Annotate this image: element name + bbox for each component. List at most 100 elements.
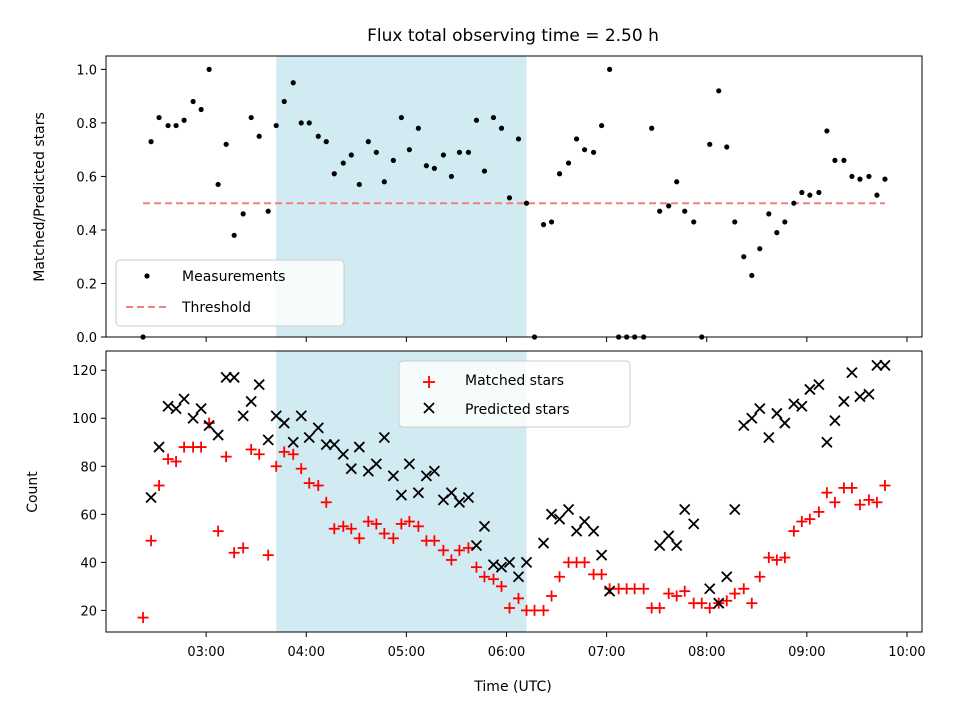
bottom-legend-box bbox=[398, 360, 631, 428]
y-tick-label: 0.6 bbox=[76, 170, 97, 185]
predicted-star-point bbox=[487, 559, 500, 571]
matched-star-point bbox=[538, 604, 550, 616]
matched-star-point bbox=[554, 571, 566, 583]
measurement-point bbox=[607, 66, 613, 72]
measurement-point bbox=[866, 173, 872, 180]
matched-star-point bbox=[195, 441, 207, 453]
matched-star-point bbox=[821, 487, 833, 499]
predicted-star-point bbox=[445, 487, 458, 499]
measurement-point bbox=[782, 219, 788, 225]
matched-star-point bbox=[437, 544, 449, 556]
measurement-point bbox=[306, 120, 312, 126]
predicted-star-point bbox=[545, 508, 558, 520]
y-tick-label: 20 bbox=[80, 604, 97, 619]
predicted-star-point bbox=[245, 395, 257, 408]
measurement-point bbox=[741, 254, 747, 260]
matched-star-point bbox=[863, 494, 875, 506]
measurement-point bbox=[691, 219, 697, 225]
measurement-point bbox=[841, 157, 847, 163]
measurement-point bbox=[448, 173, 455, 180]
measurement-point bbox=[356, 181, 362, 188]
matched-star-point bbox=[337, 520, 349, 532]
matched-star-point bbox=[253, 448, 265, 460]
predicted-star-point bbox=[796, 400, 808, 412]
matched-star-point bbox=[721, 595, 733, 607]
matched-star-point bbox=[395, 518, 407, 530]
measurement-point bbox=[415, 125, 421, 131]
matched-star-point bbox=[854, 499, 866, 511]
matched-star-point bbox=[871, 496, 883, 508]
matched-star-point bbox=[462, 542, 474, 554]
predicted-star-point bbox=[320, 439, 332, 451]
predicted-star-point bbox=[328, 439, 340, 451]
legend-marker-predicted-stars bbox=[423, 402, 435, 414]
matched-star-point bbox=[445, 554, 457, 566]
matched-star-point bbox=[663, 588, 675, 600]
predicted-star-point bbox=[871, 359, 883, 372]
matched-star-point bbox=[546, 590, 558, 602]
measurement-point bbox=[256, 133, 262, 139]
top-legend-box bbox=[115, 259, 345, 327]
matched-star-point bbox=[170, 455, 182, 467]
matched-star-point bbox=[470, 561, 482, 573]
matched-star-point bbox=[212, 525, 224, 537]
bottom-y-axis: 20 40 60 80 100 120 bbox=[72, 364, 106, 619]
matched-star-point bbox=[638, 583, 650, 595]
matched-star-point bbox=[428, 535, 440, 547]
predicted-star-point bbox=[553, 513, 566, 525]
x-tick-label: 03:00 bbox=[187, 645, 224, 660]
measurement-point bbox=[198, 106, 204, 113]
matched-star-point bbox=[738, 583, 750, 595]
predicted-star-point bbox=[228, 371, 240, 384]
measurement-point bbox=[173, 122, 179, 129]
predicted-star-point bbox=[512, 571, 525, 583]
measurement-point bbox=[807, 192, 813, 198]
matched-star-point bbox=[228, 547, 240, 559]
measurement-point bbox=[456, 149, 463, 155]
x-tick-label: 09:00 bbox=[788, 645, 825, 660]
matched-star-point bbox=[287, 448, 299, 460]
measurement-point bbox=[649, 125, 655, 131]
matched-star-point bbox=[312, 479, 324, 491]
measurement-point bbox=[682, 208, 688, 214]
measurement-point bbox=[481, 168, 488, 174]
measurement-point bbox=[473, 117, 480, 123]
predicted-star-point bbox=[412, 487, 425, 499]
measurement-point bbox=[298, 120, 304, 126]
measurement-point bbox=[724, 144, 730, 150]
legend-label-predicted-stars: Predicted stars bbox=[465, 402, 570, 418]
measurement-point bbox=[406, 147, 412, 153]
matched-star-point bbox=[203, 417, 215, 429]
measurement-point bbox=[156, 114, 162, 121]
measurement-point bbox=[849, 173, 855, 180]
x-tick-label: 07:00 bbox=[588, 645, 625, 660]
bottom-legend: Matched stars Predicted stars bbox=[398, 360, 631, 428]
predicted-star-point bbox=[162, 400, 174, 412]
predicted-star-point bbox=[212, 429, 224, 441]
y-tick-label: 60 bbox=[80, 508, 97, 523]
predicted-star-point bbox=[788, 398, 800, 410]
measurement-point bbox=[556, 171, 563, 177]
measurement-point bbox=[223, 141, 229, 147]
bottom-y-axis-label: Count bbox=[25, 471, 41, 513]
predicted-star-point bbox=[178, 393, 190, 405]
measurement-point bbox=[165, 122, 171, 129]
predicted-star-point bbox=[337, 448, 349, 460]
measurement-point bbox=[766, 211, 772, 217]
legend-marker-measurements bbox=[144, 273, 150, 279]
predicted-star-point bbox=[478, 520, 491, 532]
measurement-point bbox=[465, 149, 472, 155]
predicted-star-point bbox=[537, 537, 550, 549]
measurement-point bbox=[857, 176, 863, 182]
predicted-star-point bbox=[754, 403, 766, 415]
measurement-point bbox=[882, 176, 888, 182]
measurement-point bbox=[716, 88, 722, 94]
measurement-point bbox=[181, 117, 187, 123]
predicted-star-point bbox=[654, 539, 666, 552]
x-tick-label: 10:00 bbox=[888, 645, 925, 660]
predicted-star-point bbox=[520, 556, 533, 568]
matched-star-point bbox=[746, 597, 758, 609]
measurement-point bbox=[666, 203, 672, 209]
measurement-point bbox=[774, 230, 780, 236]
measurement-point bbox=[832, 157, 838, 163]
